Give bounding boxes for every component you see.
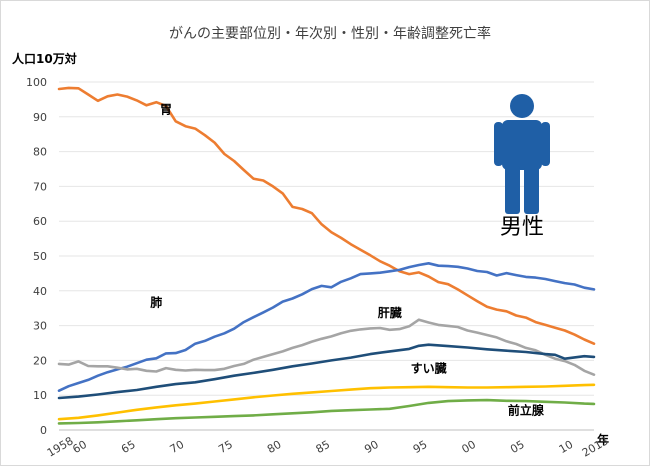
series-line-4 xyxy=(57,398,596,425)
x-tick-label: 60 xyxy=(70,438,89,456)
y-tick-label: 100 xyxy=(26,76,47,89)
series-line-2 xyxy=(57,318,596,377)
x-tick-label: 80 xyxy=(265,438,284,456)
x-tick-label: 85 xyxy=(314,438,333,456)
series-label-prostate: 前立腺 xyxy=(508,402,545,417)
male-figure-icon xyxy=(494,94,550,214)
series-line-1 xyxy=(57,261,596,393)
x-tick-label: 05 xyxy=(508,438,527,456)
series-layer xyxy=(57,86,596,425)
series-label-liver: 肝臓 xyxy=(378,305,402,320)
x-tick-label: 10 xyxy=(557,438,576,456)
x-tick-label: 65 xyxy=(119,438,138,456)
chart-title: がんの主要部位別・年次別・性別・年齢調整死亡率 xyxy=(169,25,491,42)
y-tick-label: 50 xyxy=(33,250,47,263)
series-label-pancreas: すい臓 xyxy=(411,361,447,376)
x-tick-label: 2013 xyxy=(580,434,611,459)
y-tick-label: 40 xyxy=(33,285,47,298)
series-label-lung: 肺 xyxy=(150,294,162,309)
series-line-0 xyxy=(57,86,596,346)
y-tick-label: 0 xyxy=(40,424,47,437)
x-tick-label: 90 xyxy=(362,438,381,456)
series-line-5 xyxy=(57,383,596,421)
y-axis-label: 人口10万対 xyxy=(12,51,77,66)
x-axis-label: 年 xyxy=(597,432,609,447)
series-label-stomach: 胃 xyxy=(160,102,172,116)
y-tick-label: 20 xyxy=(33,354,47,367)
figure-label: 男性 xyxy=(500,215,544,240)
y-tick-label: 70 xyxy=(33,180,47,193)
y-tick-label: 30 xyxy=(33,320,47,333)
x-tick-label: 75 xyxy=(216,438,235,456)
y-tick-label: 10 xyxy=(33,389,47,402)
y-tick-label: 60 xyxy=(33,215,47,228)
x-tick-label: 00 xyxy=(459,438,478,456)
series-line-3 xyxy=(57,343,596,400)
y-tick-label: 90 xyxy=(33,111,47,124)
x-tick-label: 70 xyxy=(168,438,187,456)
x-tick-label: 95 xyxy=(411,438,430,456)
y-tick-label: 80 xyxy=(33,146,47,159)
